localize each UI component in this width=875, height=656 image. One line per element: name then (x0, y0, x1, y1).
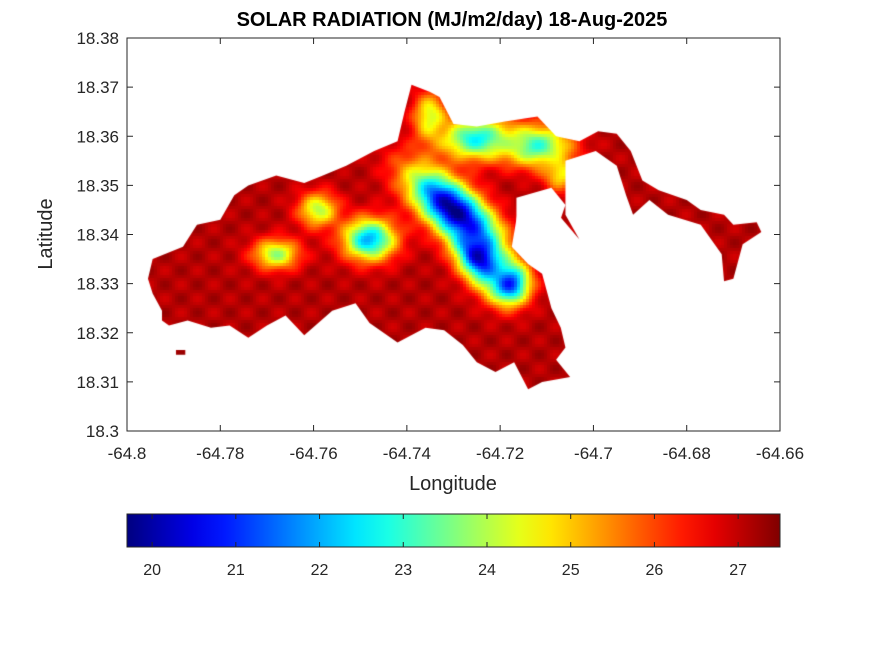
y-tick-label: 18.33 (76, 275, 119, 294)
x-tick-label: -64.7 (574, 444, 613, 463)
heat-layer (127, 38, 780, 431)
colorbar-tick-label: 23 (394, 562, 412, 579)
x-tick-label: -64.8 (108, 444, 147, 463)
heat-surface (127, 38, 780, 431)
colorbar-ticks: 20 21 22 23 24 25 26 27 (143, 514, 747, 579)
y-axis-title: Latitude (35, 198, 57, 269)
colorbar-tick-label: 21 (227, 562, 245, 579)
x-tick-label: -64.74 (383, 444, 431, 463)
y-tick-label: 18.37 (76, 78, 119, 97)
y-tick-label: 18.31 (76, 373, 119, 392)
colorbar-tick-label: 26 (646, 562, 664, 579)
colorbar-tick-label: 20 (143, 562, 161, 579)
y-tick-label: 18.36 (76, 127, 119, 146)
colorbar-tick-label: 24 (478, 562, 496, 579)
y-tick-label: 18.34 (76, 226, 119, 245)
x-tick-label: -64.78 (196, 444, 244, 463)
chart-title: SOLAR RADIATION (MJ/m2/day) 18-Aug-2025 (237, 9, 668, 31)
x-axis-title: Longitude (409, 473, 497, 495)
colorbar-tick-label: 22 (311, 562, 329, 579)
colorbar (127, 514, 780, 547)
y-tick-label: 18.3 (86, 422, 119, 441)
y-tick-label: 18.32 (76, 324, 119, 343)
x-tick-label: -64.66 (756, 444, 804, 463)
colorbar-frame (126, 513, 781, 548)
y-tick-label: 18.35 (76, 176, 119, 195)
x-tick-label: -64.72 (476, 444, 524, 463)
x-axis-ticks: -64.8 -64.78 -64.76 -64.74 -64.72 -64.7 -64.68… (108, 38, 804, 463)
x-tick-label: -64.68 (663, 444, 711, 463)
colorbar-tick-label: 27 (729, 562, 747, 579)
x-tick-label: -64.76 (289, 444, 337, 463)
y-axis-ticks: 18.3 18.31 18.32 18.33 18.34 18.35 18.36 18.37 1… (76, 29, 780, 441)
y-tick-label: 18.38 (76, 29, 119, 48)
colorbar-tick-label: 25 (562, 562, 580, 579)
